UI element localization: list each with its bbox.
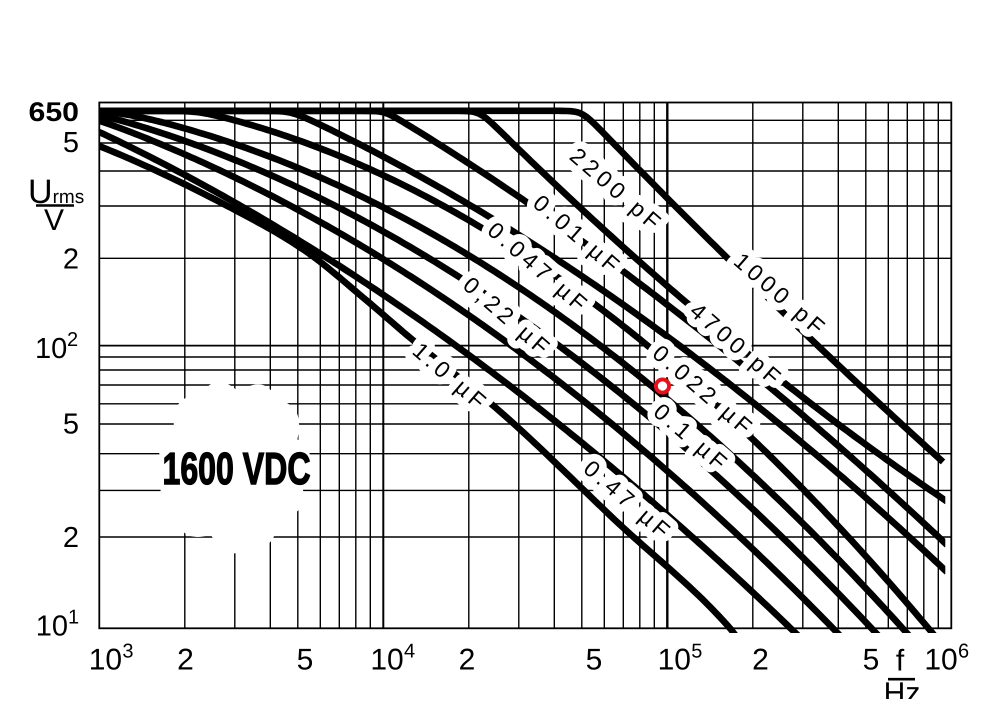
svg-text:4: 4 <box>404 641 415 663</box>
svg-text:1600 VDC: 1600 VDC <box>163 443 311 494</box>
svg-text:2: 2 <box>177 644 194 677</box>
svg-text:650: 650 <box>29 97 80 127</box>
svg-text:5: 5 <box>586 644 603 677</box>
svg-text:2: 2 <box>67 329 78 351</box>
svg-text:10: 10 <box>36 610 68 642</box>
svg-text:Hz: Hz <box>884 677 921 699</box>
svg-text:1: 1 <box>68 607 79 629</box>
svg-text:2: 2 <box>63 522 79 554</box>
svg-text:V: V <box>44 204 64 237</box>
svg-text:10: 10 <box>35 333 67 365</box>
svg-text:5: 5 <box>691 641 702 663</box>
svg-text:5: 5 <box>63 127 79 159</box>
svg-text:5: 5 <box>63 409 79 441</box>
svg-text:10: 10 <box>89 644 122 677</box>
svg-text:10: 10 <box>658 644 691 677</box>
svg-text:2: 2 <box>63 244 79 276</box>
svg-text:10: 10 <box>924 644 957 677</box>
svg-text:10: 10 <box>370 644 403 677</box>
svg-text:2: 2 <box>459 644 476 677</box>
svg-text:5: 5 <box>297 644 314 677</box>
svg-text:6: 6 <box>958 641 969 663</box>
svg-text:3: 3 <box>122 641 133 663</box>
svg-text:f: f <box>896 644 905 677</box>
svg-text:5: 5 <box>863 644 880 677</box>
svg-text:2: 2 <box>752 644 769 677</box>
